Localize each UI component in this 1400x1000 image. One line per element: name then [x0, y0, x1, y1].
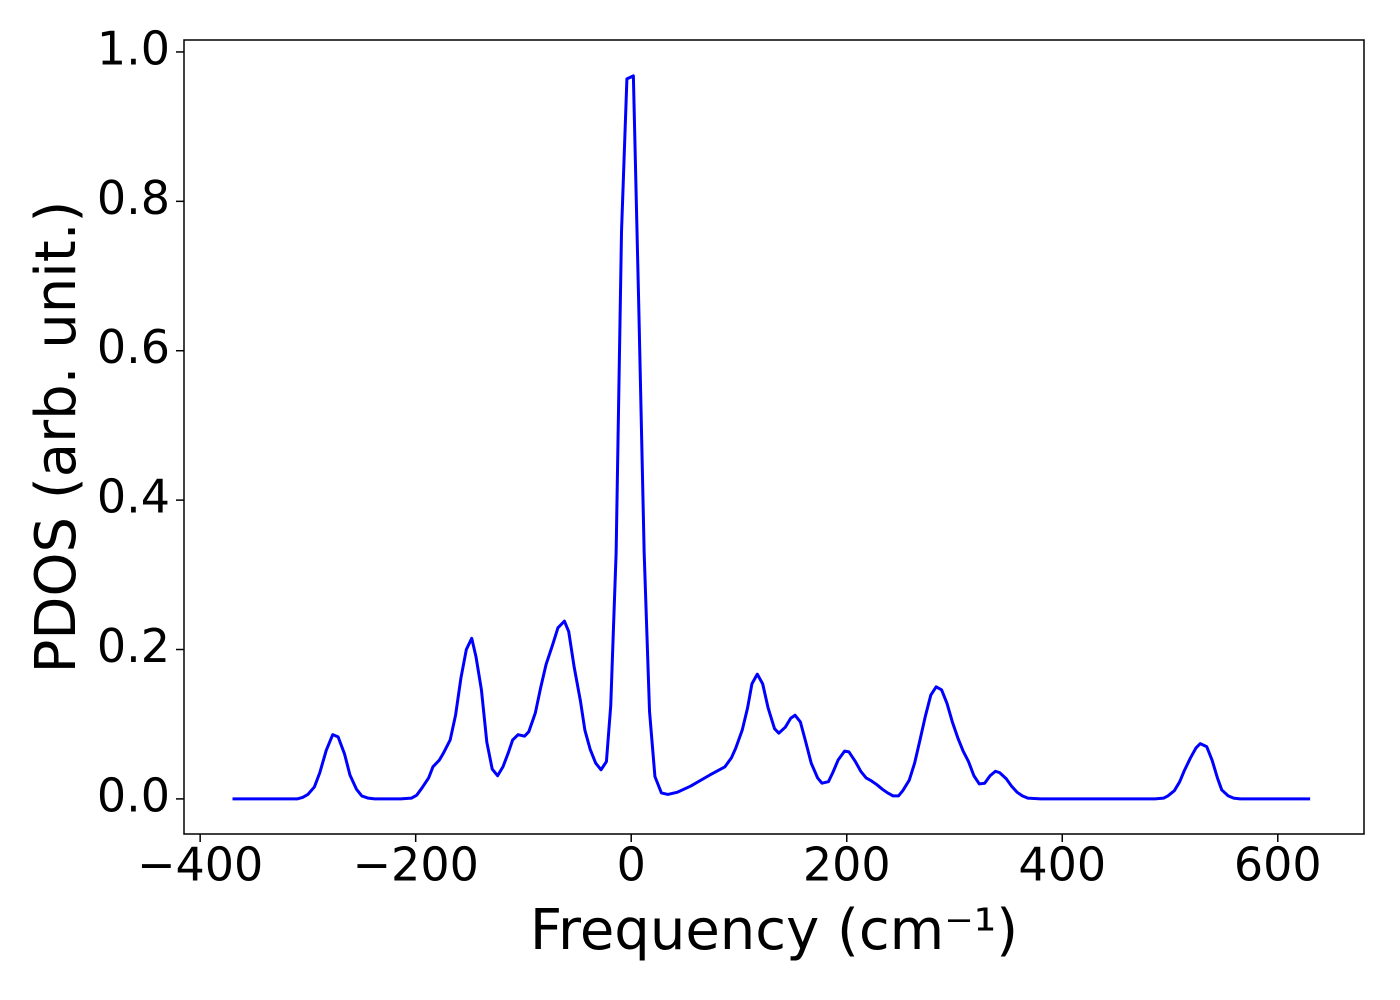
y-tick-label: 0.0 — [97, 768, 170, 822]
x-tick-label: 400 — [1018, 838, 1106, 892]
pdos-line — [232, 74, 1311, 801]
x-tick-label: 200 — [803, 838, 891, 892]
x-tick-label: −200 — [353, 838, 479, 892]
x-tick-label: −400 — [137, 838, 263, 892]
y-axis-label: PDOS (arb. unit.) — [24, 201, 89, 674]
plot-frame — [183, 39, 1365, 835]
y-tick-label: 0.6 — [97, 320, 170, 374]
y-tick-label: 0.4 — [97, 470, 170, 524]
x-axis-label: Frequency (cm⁻¹) — [530, 898, 1018, 963]
x-tick-label: 600 — [1234, 838, 1322, 892]
y-tick-label: 0.2 — [97, 619, 170, 673]
y-tick-label: 1.0 — [97, 21, 170, 75]
y-tick-label: 0.8 — [97, 171, 170, 225]
x-tick-label: 0 — [617, 838, 646, 892]
